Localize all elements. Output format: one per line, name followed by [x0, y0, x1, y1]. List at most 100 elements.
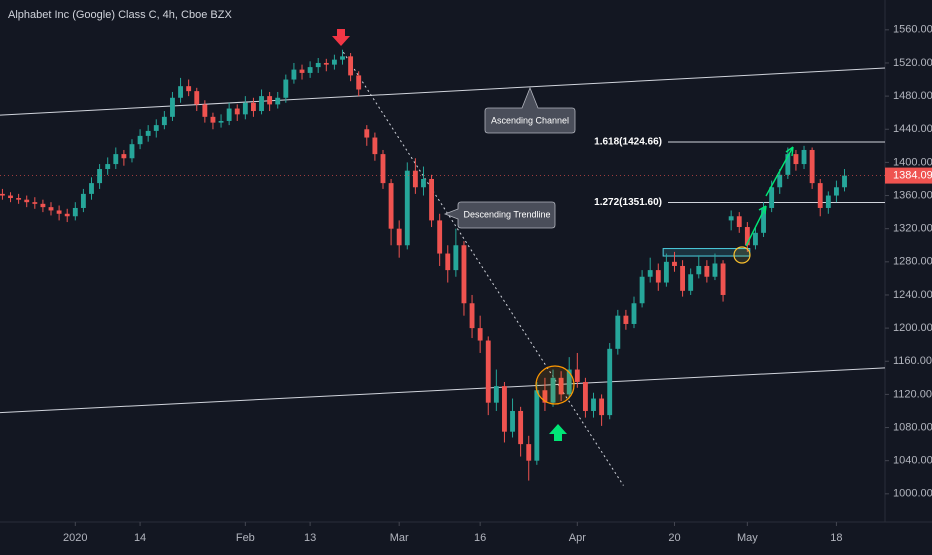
candle-body — [801, 149, 807, 165]
candle-body — [210, 116, 216, 123]
candle-body — [89, 183, 94, 194]
candle-body — [275, 97, 281, 105]
y-tick-label: 1240.00 — [893, 289, 932, 301]
candle-body — [16, 198, 22, 200]
y-tick-label: 1160.00 — [893, 355, 932, 367]
candle-body — [202, 104, 208, 117]
candle-body — [242, 102, 248, 115]
candle-body — [186, 86, 192, 92]
candle-body — [817, 183, 823, 208]
x-tick-label: 20 — [668, 532, 680, 544]
chart-title: Alphabet Inc (Google) Class C, 4h, Cboe … — [8, 9, 232, 21]
candle-body — [526, 444, 532, 461]
candle-body — [534, 390, 540, 461]
y-tick-label: 1400.00 — [893, 156, 932, 168]
retest-circle — [733, 246, 751, 264]
candle-body — [404, 170, 410, 246]
candle-body — [8, 195, 13, 199]
candle-body — [574, 369, 580, 382]
candle-body — [542, 390, 548, 403]
y-tick-label: 1520.00 — [893, 57, 932, 69]
candle-body — [421, 178, 426, 188]
candle-body — [161, 116, 167, 126]
callout-box — [484, 86, 576, 134]
candle-body — [0, 193, 5, 196]
x-tick-label: Apr — [569, 532, 586, 544]
annotation: Descending Trendline — [463, 209, 550, 219]
candle-body — [105, 164, 111, 170]
projection-arrow — [745, 205, 767, 247]
candle-body — [56, 210, 62, 214]
candle-body — [736, 216, 742, 228]
candle-body — [663, 261, 669, 283]
candle-body — [647, 270, 653, 277]
x-tick-label: Feb — [236, 532, 255, 544]
x-tick-label: 14 — [134, 532, 146, 544]
y-tick-label: 1320.00 — [893, 223, 932, 235]
projection-arrow-head — [785, 146, 794, 157]
trendline — [342, 51, 624, 486]
candle-body — [299, 69, 305, 73]
candle-body — [97, 169, 103, 184]
candle-body — [32, 202, 38, 204]
candle-body — [477, 328, 483, 341]
candle-body — [785, 154, 791, 175]
candle-body — [259, 96, 264, 112]
candle-body — [348, 56, 354, 76]
candle-body — [315, 62, 321, 68]
candle-body — [825, 195, 831, 208]
candle-body — [753, 232, 758, 246]
candle-body — [283, 79, 289, 98]
candle-body — [777, 174, 783, 188]
drawings: Ascending Channel Descending Trendline — [332, 29, 794, 441]
candle-body — [445, 253, 451, 271]
candle-body — [631, 303, 637, 324]
candle-body — [129, 144, 135, 159]
y-tick-label: 1000.00 — [893, 488, 932, 500]
candle-body — [623, 315, 629, 324]
candle-body — [769, 187, 775, 208]
channel-line — [0, 367, 886, 414]
candle-body — [453, 245, 459, 271]
candle-body — [80, 193, 86, 208]
overlay: 1.618(1424.66) 1.272(1351.60) — [0, 51, 886, 486]
x-tick-label: Mar — [390, 532, 409, 544]
candle-body — [615, 315, 621, 349]
candle-body — [24, 199, 30, 203]
y-tick-label: 1200.00 — [893, 322, 932, 334]
y-tick-label: 1120.00 — [893, 388, 932, 400]
candle-body — [153, 125, 159, 131]
candle-body — [48, 207, 54, 211]
last-price-label: 1384.09 — [893, 169, 932, 181]
candle-body — [582, 381, 588, 411]
sell-arrow — [332, 29, 350, 46]
last-price-box — [885, 167, 932, 184]
y-tick-label: 1280.00 — [893, 256, 932, 268]
candle-body — [672, 261, 677, 266]
candle-body — [72, 207, 78, 217]
candle-body — [307, 67, 313, 73]
candle-body — [137, 135, 143, 145]
candle-body — [251, 102, 256, 112]
candle-body — [469, 303, 475, 329]
candle-body — [493, 386, 499, 403]
candle-body — [720, 263, 726, 295]
candles — [0, 49, 847, 481]
annotation: Ascending Channel — [491, 115, 569, 125]
channel-line — [0, 67, 886, 116]
candle-body — [331, 59, 337, 65]
candle-body — [599, 398, 605, 416]
candle-body — [744, 227, 750, 246]
candle-body — [510, 410, 515, 432]
callout-box — [443, 201, 556, 229]
candle-body — [485, 340, 491, 403]
projection-arrow — [765, 146, 794, 197]
candle-body — [704, 265, 710, 277]
candle-body — [145, 130, 151, 136]
candle-body — [323, 62, 329, 65]
candle-body — [226, 108, 232, 121]
y-tick-label: 1080.00 — [893, 421, 932, 433]
candle-body — [591, 398, 596, 411]
candle-body — [380, 154, 386, 184]
